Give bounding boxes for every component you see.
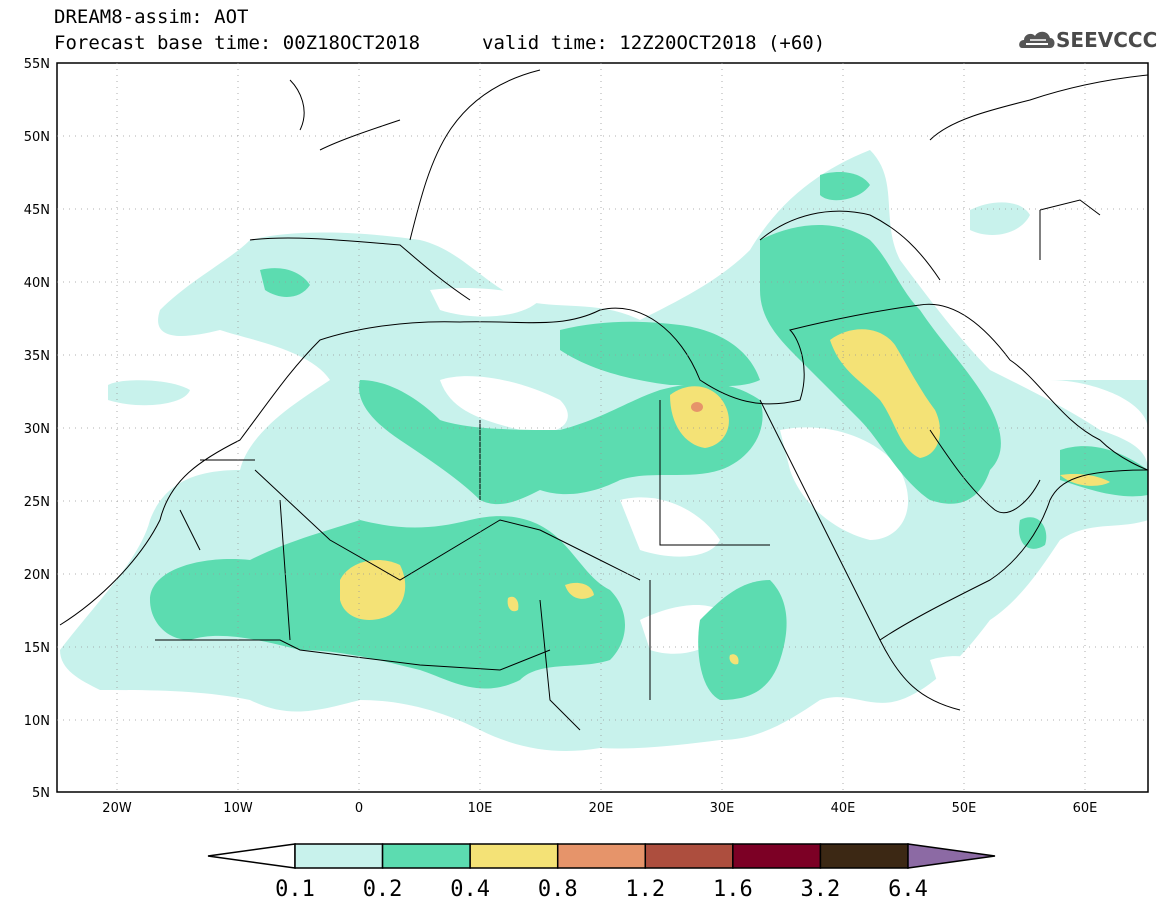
colorbar-label: 1.2 — [625, 877, 665, 902]
colorbar-label: 6.4 — [888, 877, 928, 902]
lat-label-45n: 45N — [24, 203, 50, 218]
lon-label-20w: 20W — [102, 801, 132, 816]
cloud-icon — [1019, 31, 1055, 48]
lat-label-20n: 20N — [24, 568, 50, 583]
lat-label-10n: 10N — [24, 714, 50, 729]
colorbar-swatch — [381, 843, 471, 869]
colorbar-swatch — [294, 843, 384, 869]
lon-label-60e: 60E — [1073, 801, 1098, 816]
aot-level-0.8 — [691, 402, 703, 412]
lon-label-30e: 30E — [710, 801, 735, 816]
lon-label-20e: 20E — [589, 801, 614, 816]
colorbar — [207, 843, 996, 869]
lat-label-15n: 15N — [24, 641, 50, 656]
colorbar-label: 1.6 — [713, 877, 753, 902]
model-title: DREAM8-assim: AOT — [54, 6, 249, 28]
lat-label-50n: 50N — [24, 130, 50, 145]
colorbar-swatch — [469, 843, 559, 869]
colorbar-label: 0.4 — [450, 877, 490, 902]
lat-labels: 55N 50N 45N 40N 35N 30N 25N 20N 15N 10N … — [24, 57, 50, 801]
lon-label-0: 0 — [355, 801, 363, 816]
lat-label-40n: 40N — [24, 276, 50, 291]
colorbar-swatch — [732, 843, 822, 869]
map-frame — [56, 62, 1149, 793]
aot-field — [60, 150, 1148, 751]
lat-label-5n: 5N — [32, 786, 50, 801]
valid-time: valid time: 12Z20OCT2018 (+60) — [482, 32, 826, 54]
lon-label-10e: 10E — [468, 801, 493, 816]
aot-level-0.4 — [340, 329, 1110, 665]
colorbar-label: 0.1 — [275, 877, 315, 902]
lon-label-10w: 10W — [223, 801, 253, 816]
colorbar-label: 0.8 — [538, 877, 578, 902]
lon-label-40e: 40E — [831, 801, 856, 816]
logo-text: SEEVCCC — [1056, 28, 1158, 52]
lat-label-30n: 30N — [24, 422, 50, 437]
colorbar-high-arrow — [907, 843, 996, 869]
lon-labels: 20W 10W 0 10E 20E 30E 40E 50E 60E — [102, 801, 1097, 816]
coastlines — [59, 69, 1148, 731]
lat-label-35n: 35N — [24, 349, 50, 364]
lon-label-50e: 50E — [952, 801, 977, 816]
colorbar-label: 0.2 — [363, 877, 403, 902]
colorbar-swatch — [644, 843, 734, 869]
forecast-base-time: Forecast base time: 00Z18OCT2018 — [54, 32, 421, 54]
colorbar-label: 3.2 — [801, 877, 841, 902]
colorbar-swatch — [819, 843, 909, 869]
colorbar-low-arrow — [207, 843, 296, 869]
colorbar-swatch — [556, 843, 647, 869]
lat-label-25n: 25N — [24, 495, 50, 510]
colorbar-labels: 0.1 0.2 0.4 0.8 1.2 1.6 3.2 6.4 — [275, 877, 928, 902]
lat-label-55n: 55N — [24, 57, 50, 72]
